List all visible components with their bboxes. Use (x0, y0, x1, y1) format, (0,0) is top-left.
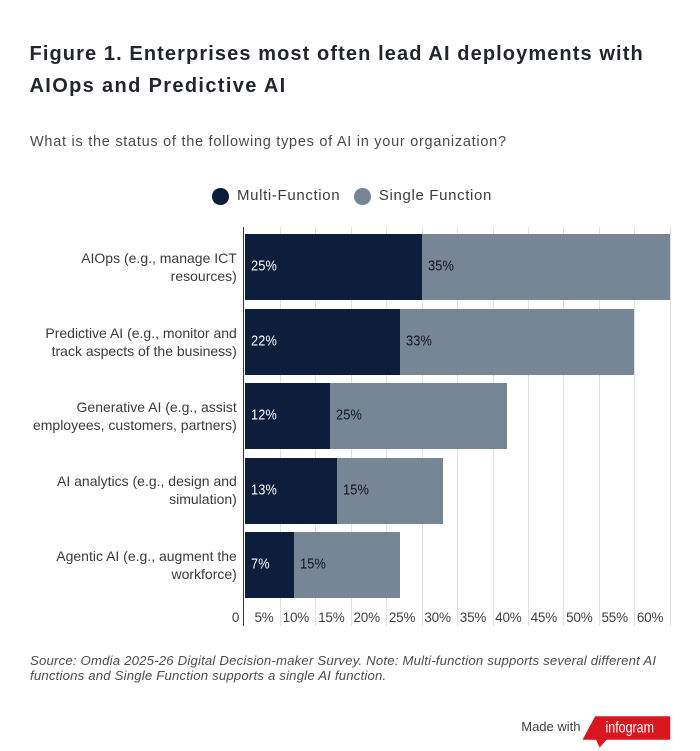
svg-text:infogram: infogram (606, 720, 655, 737)
